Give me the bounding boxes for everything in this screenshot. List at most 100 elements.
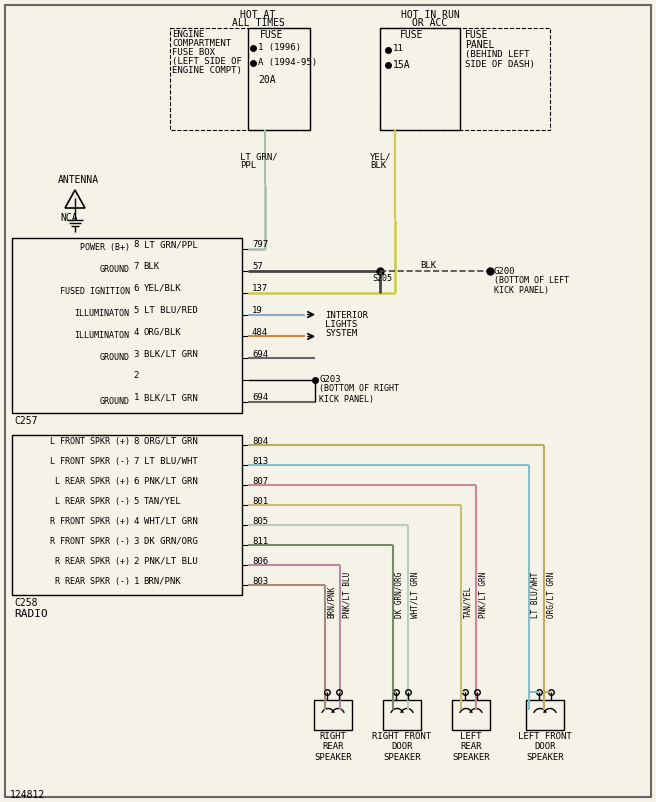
Text: ENGINE COMPT): ENGINE COMPT) — [172, 66, 242, 75]
Text: SIDE OF DASH): SIDE OF DASH) — [465, 60, 535, 69]
Text: 11: 11 — [393, 44, 403, 53]
Text: 807: 807 — [252, 477, 268, 486]
Text: ORG/LT GRN: ORG/LT GRN — [546, 572, 555, 618]
Text: 124812: 124812 — [10, 790, 45, 800]
Text: INTERIOR: INTERIOR — [325, 310, 368, 319]
Text: GROUND: GROUND — [100, 397, 130, 406]
Text: FUSE BOX: FUSE BOX — [172, 48, 215, 57]
Bar — [12, 238, 242, 413]
Text: 694: 694 — [252, 393, 268, 403]
Bar — [12, 435, 242, 595]
Text: R FRONT SPKR (-): R FRONT SPKR (-) — [50, 537, 130, 546]
Text: 19: 19 — [252, 306, 263, 315]
Text: GROUND: GROUND — [100, 265, 130, 274]
Text: PNK/LT GRN: PNK/LT GRN — [144, 477, 197, 486]
Text: L REAR SPKR (-): L REAR SPKR (-) — [54, 497, 130, 506]
Bar — [170, 28, 310, 130]
Bar — [380, 28, 550, 130]
Text: C257: C257 — [14, 416, 37, 426]
Text: A (1994-95): A (1994-95) — [258, 58, 317, 67]
Text: 3: 3 — [134, 350, 139, 358]
Text: ENGINE: ENGINE — [172, 30, 204, 39]
Text: PNK/LT BLU: PNK/LT BLU — [342, 572, 351, 618]
Text: 137: 137 — [252, 284, 268, 293]
Text: LT GRN/: LT GRN/ — [240, 152, 277, 161]
Text: 4: 4 — [134, 517, 139, 526]
Text: 3: 3 — [134, 537, 139, 546]
Text: C258: C258 — [14, 598, 37, 608]
Text: 8: 8 — [134, 240, 139, 249]
Text: TAN/YEL: TAN/YEL — [144, 497, 181, 506]
Text: BRN/PNK: BRN/PNK — [144, 577, 181, 586]
Text: 1: 1 — [134, 393, 139, 403]
Text: 2: 2 — [134, 557, 139, 566]
Text: ILLUMINATON: ILLUMINATON — [75, 309, 130, 318]
Text: 15A: 15A — [393, 60, 411, 70]
Text: FUSE: FUSE — [465, 30, 489, 40]
Text: G200: G200 — [494, 267, 516, 276]
Text: ALL TIMES: ALL TIMES — [232, 18, 285, 28]
Text: 6: 6 — [134, 284, 139, 293]
Text: RADIO: RADIO — [14, 609, 48, 619]
Text: LT BLU/RED: LT BLU/RED — [144, 306, 197, 315]
Text: 804: 804 — [252, 437, 268, 446]
Text: (LEFT SIDE OF: (LEFT SIDE OF — [172, 57, 242, 66]
Text: 5: 5 — [134, 306, 139, 315]
Text: PPL: PPL — [240, 161, 256, 170]
Bar — [383, 700, 421, 730]
Text: TAN/YEL: TAN/YEL — [463, 585, 472, 618]
Bar — [314, 700, 352, 730]
Text: BLK/LT GRN: BLK/LT GRN — [144, 393, 197, 403]
Text: HOT AT: HOT AT — [240, 10, 276, 20]
Text: ANTENNA: ANTENNA — [58, 175, 99, 185]
Text: 2: 2 — [134, 371, 139, 380]
Text: 797: 797 — [252, 240, 268, 249]
Text: ORG/BLK: ORG/BLK — [144, 328, 181, 337]
Text: LEFT FRONT
DOOR
SPEAKER: LEFT FRONT DOOR SPEAKER — [518, 732, 572, 762]
Text: 1 (1996): 1 (1996) — [258, 43, 301, 52]
Text: 7: 7 — [134, 457, 139, 466]
Text: SYSTEM: SYSTEM — [325, 329, 358, 338]
Text: 57: 57 — [252, 262, 263, 271]
Text: 801: 801 — [252, 497, 268, 506]
Text: WHT/LT GRN: WHT/LT GRN — [144, 517, 197, 526]
Text: 803: 803 — [252, 577, 268, 586]
Text: 811: 811 — [252, 537, 268, 546]
Text: BRN/PNK: BRN/PNK — [327, 585, 336, 618]
Text: FUSE: FUSE — [260, 30, 284, 40]
Text: ORG/LT GRN: ORG/LT GRN — [144, 437, 197, 446]
Text: 20A: 20A — [258, 75, 276, 85]
Text: (BOTTOM OF RIGHT
KICK PANEL): (BOTTOM OF RIGHT KICK PANEL) — [319, 384, 399, 403]
Text: BLK: BLK — [144, 262, 159, 271]
Text: DK GRN/ORG: DK GRN/ORG — [144, 537, 197, 546]
Text: R REAR SPKR (+): R REAR SPKR (+) — [54, 557, 130, 566]
Text: RIGHT
REAR
SPEAKER: RIGHT REAR SPEAKER — [314, 732, 352, 762]
Text: YEL/: YEL/ — [370, 152, 392, 161]
Text: R FRONT SPKR (+): R FRONT SPKR (+) — [50, 517, 130, 526]
Bar — [248, 28, 310, 130]
Text: (BOTTOM OF LEFT
KICK PANEL): (BOTTOM OF LEFT KICK PANEL) — [494, 276, 569, 295]
Text: BLK/LT GRN: BLK/LT GRN — [144, 350, 197, 358]
Bar — [526, 700, 564, 730]
Text: PNK/LT BLU: PNK/LT BLU — [144, 557, 197, 566]
Text: G203: G203 — [319, 375, 340, 384]
Text: RIGHT FRONT
DOOR
SPEAKER: RIGHT FRONT DOOR SPEAKER — [373, 732, 432, 762]
Text: LT BLU/WHT: LT BLU/WHT — [144, 457, 197, 466]
Text: NCA: NCA — [60, 213, 77, 223]
Text: WHT/LT GRN: WHT/LT GRN — [410, 572, 419, 618]
Text: 806: 806 — [252, 557, 268, 566]
Text: LEFT
REAR
SPEAKER: LEFT REAR SPEAKER — [452, 732, 490, 762]
Text: PNK/LT GRN: PNK/LT GRN — [478, 572, 487, 618]
Bar — [380, 28, 460, 130]
Text: FUSE: FUSE — [400, 30, 424, 40]
Text: (BEHIND LEFT: (BEHIND LEFT — [465, 50, 529, 59]
Text: 4: 4 — [134, 328, 139, 337]
Text: YEL/BLK: YEL/BLK — [144, 284, 181, 293]
Text: ILLUMINATON: ILLUMINATON — [75, 331, 130, 340]
Text: 5: 5 — [134, 497, 139, 506]
Text: DK GRN/ORG: DK GRN/ORG — [395, 572, 404, 618]
Text: L FRONT SPKR (+): L FRONT SPKR (+) — [50, 437, 130, 446]
Text: 484: 484 — [252, 328, 268, 337]
Text: L FRONT SPKR (-): L FRONT SPKR (-) — [50, 457, 130, 466]
Text: 6: 6 — [134, 477, 139, 486]
